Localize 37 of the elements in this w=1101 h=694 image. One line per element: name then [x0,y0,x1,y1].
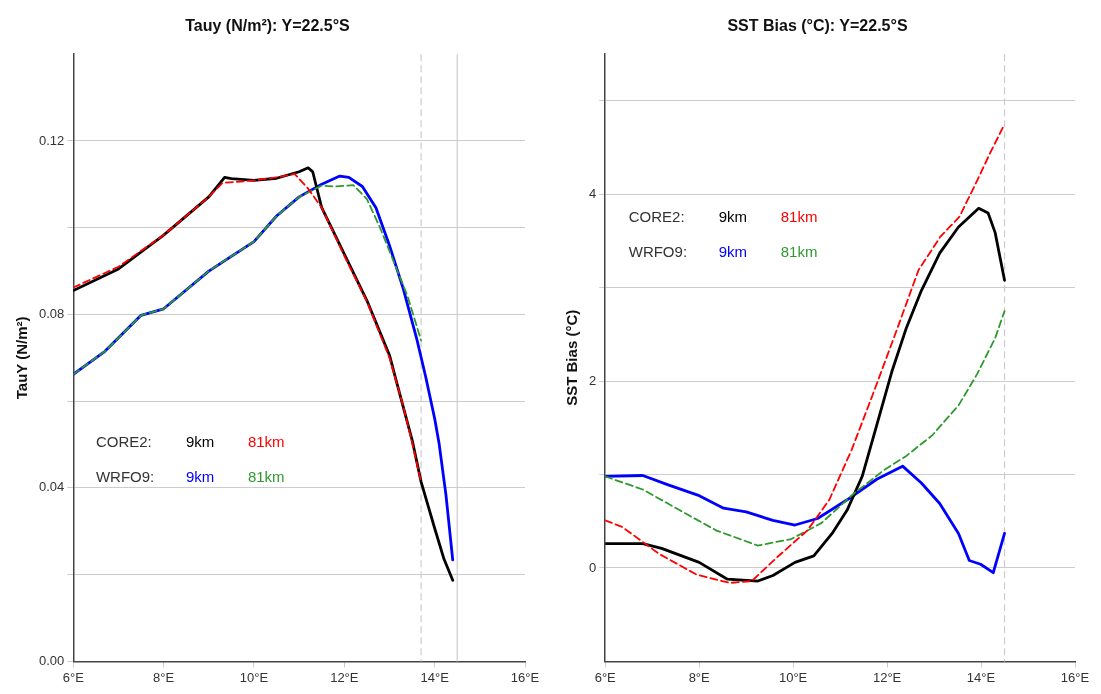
y-tick-label: 0.12 [38,132,65,148]
text: 81km [247,432,285,450]
line-series [605,310,1006,547]
x-tick-label: 14°E [966,669,996,685]
text: 81km [780,208,818,226]
text: 81km [780,243,818,261]
y-tick-label: 2 [589,372,597,388]
annotation: CORE2: [95,432,152,450]
x-tick-label: 12°E [872,669,902,685]
annotation: WRFO9: [628,243,688,261]
y-tick-label: 0 [589,559,597,575]
y-axis-title: SST Bias (°C) [563,309,581,406]
x-tick-label: 16°E [510,669,540,685]
y-axis-title: TauY (N/m²) [13,316,31,400]
annotation: WRFO9: [95,467,155,485]
chart-title: Tauy (N/m²): Y=22.5°S [185,17,351,35]
x-tick-label: 16°E [1060,669,1090,685]
x-tick-label: 6°E [62,669,85,685]
x-tick-label: 10°E [239,669,269,685]
text: 9km [185,432,215,450]
text: 9km [718,243,748,261]
text: 9km [718,208,748,226]
x-tick-label: 8°E [153,669,175,685]
x-tick-label: 6°E [594,669,617,685]
annotation: CORE2: [628,208,685,226]
y-tick-label: 0.04 [38,479,65,495]
y-tick-label: 0.08 [38,306,65,322]
text: 9km [185,467,215,485]
chart-title: SST Bias (°C): Y=22.5°S [727,17,908,35]
x-tick-label: 12°E [330,669,359,685]
line-series [73,184,423,376]
text: 81km [247,467,285,485]
y-tick-label: 4 [589,185,597,201]
x-tick-label: 10°E [778,669,808,685]
x-tick-label: 8°E [688,669,711,685]
y-tick-label: 0.00 [38,652,65,668]
x-tick-label: 14°E [420,669,450,685]
